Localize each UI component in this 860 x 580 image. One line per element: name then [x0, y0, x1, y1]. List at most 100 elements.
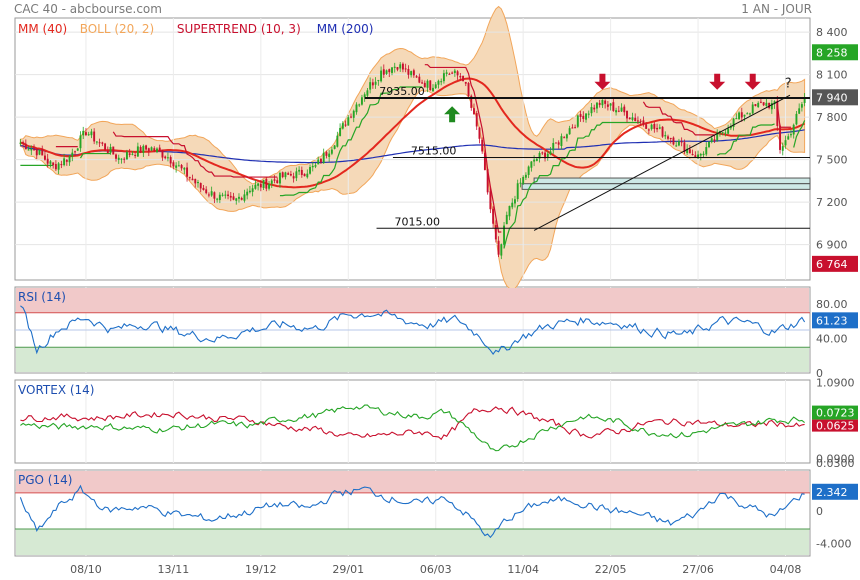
- candle-body: [453, 70, 456, 73]
- candle-body: [456, 71, 459, 76]
- chart-source-title: CAC 40 - abcbourse.com: [14, 2, 162, 16]
- candle-body: [150, 147, 153, 151]
- candle-body: [429, 80, 432, 91]
- candle-body: [694, 155, 697, 158]
- candle-body: [792, 124, 795, 135]
- candle-body: [287, 173, 290, 175]
- candle-body: [257, 183, 260, 186]
- candle-body: [418, 76, 421, 83]
- candle-body: [702, 153, 705, 155]
- candle-body: [279, 172, 281, 184]
- candle-body: [240, 198, 243, 200]
- candle-body: [615, 110, 618, 113]
- candle-body: [708, 141, 710, 148]
- candle-body: [183, 167, 186, 170]
- candle-body: [647, 129, 650, 131]
- legend-item-1: BOLL (20, 2): [80, 22, 155, 36]
- candle-body: [530, 161, 533, 168]
- candle-body: [317, 159, 320, 165]
- candle-body: [770, 103, 773, 110]
- candle-body: [541, 152, 544, 154]
- candle-body: [93, 131, 96, 142]
- pgo-axis-tick-1: 0: [816, 505, 823, 518]
- candle-body: [787, 136, 790, 140]
- candle-body: [123, 158, 126, 160]
- vortex-axis-tick-0: 0.0300: [816, 457, 855, 470]
- candle-body: [309, 167, 311, 174]
- candle-body: [565, 134, 568, 139]
- candle-body: [54, 164, 57, 170]
- rsi-oversold-zone: [16, 347, 809, 372]
- candle-body: [336, 135, 339, 147]
- candle-body: [393, 66, 396, 68]
- candle-body: [639, 120, 642, 122]
- candle-body: [743, 114, 746, 117]
- candle-body: [535, 158, 538, 161]
- candle-body: [664, 135, 667, 137]
- supertrend-segment: [79, 152, 111, 159]
- candle-body: [325, 152, 328, 156]
- candle-body: [451, 72, 454, 74]
- candle-body: [494, 225, 497, 240]
- candle-body: [738, 112, 741, 120]
- candle-body: [164, 156, 167, 159]
- candle-body: [609, 103, 612, 106]
- candle-body: [156, 148, 158, 153]
- candle-body: [254, 184, 257, 189]
- candle-body: [590, 107, 593, 114]
- candle-body: [344, 124, 347, 126]
- price-tag-2: [812, 255, 858, 272]
- candle-body: [371, 82, 374, 86]
- candle-body: [759, 101, 762, 103]
- price-axis-tick-3: 7 800: [816, 111, 848, 124]
- candle-body: [683, 142, 686, 153]
- candle-body: [306, 173, 309, 178]
- date-axis-tick-3: 29/01: [332, 563, 364, 576]
- candle-body: [560, 136, 563, 147]
- signal-arrow-down: [594, 73, 611, 90]
- candle-body: [175, 165, 178, 168]
- candle-body: [686, 148, 689, 154]
- vortex-minus-text: 0.0625: [816, 420, 855, 433]
- candle-body: [486, 169, 489, 193]
- pgo-value-tag: [812, 483, 858, 500]
- candle-body: [669, 137, 672, 139]
- candle-body: [500, 244, 503, 256]
- candle-body: [125, 151, 128, 160]
- candle-body: [746, 113, 749, 115]
- vortex-axis-tick-1: 0.0900: [816, 452, 855, 465]
- candle-body: [322, 152, 325, 164]
- vortex-plus-tag: [812, 405, 858, 420]
- candle-body: [350, 116, 352, 118]
- candle-body: [571, 127, 574, 129]
- pgo-title: PGO (14): [18, 473, 72, 487]
- candle-body: [339, 128, 342, 136]
- candle-body: [251, 188, 254, 192]
- price-tag-0: [812, 44, 858, 61]
- vortex-title: VORTEX (14): [18, 383, 95, 397]
- candle-body: [166, 157, 169, 159]
- candle-body: [503, 225, 505, 245]
- candle-body: [128, 153, 131, 155]
- candle-body: [52, 162, 55, 166]
- candle-body: [38, 149, 41, 155]
- candle-body: [153, 148, 156, 151]
- candle-body: [795, 113, 798, 125]
- candle-body: [60, 164, 63, 166]
- candle-body: [653, 123, 656, 129]
- candle-body: [180, 165, 183, 169]
- candle-body: [289, 174, 292, 176]
- supertrend-segment: [716, 123, 775, 156]
- vortex-plus-text: 0.0723: [816, 407, 855, 420]
- candle-body: [410, 71, 413, 76]
- price-axis-tick-4: 8 100: [816, 69, 848, 82]
- candle-body: [483, 152, 486, 170]
- candle-body: [98, 142, 101, 144]
- candle-body: [197, 181, 199, 184]
- rsi-axis-tick-0: 0: [816, 367, 823, 380]
- candle-body: [74, 151, 76, 153]
- candle-body: [300, 169, 303, 175]
- candle-body: [800, 104, 803, 108]
- candle-body: [434, 84, 437, 89]
- candle-body: [33, 149, 35, 151]
